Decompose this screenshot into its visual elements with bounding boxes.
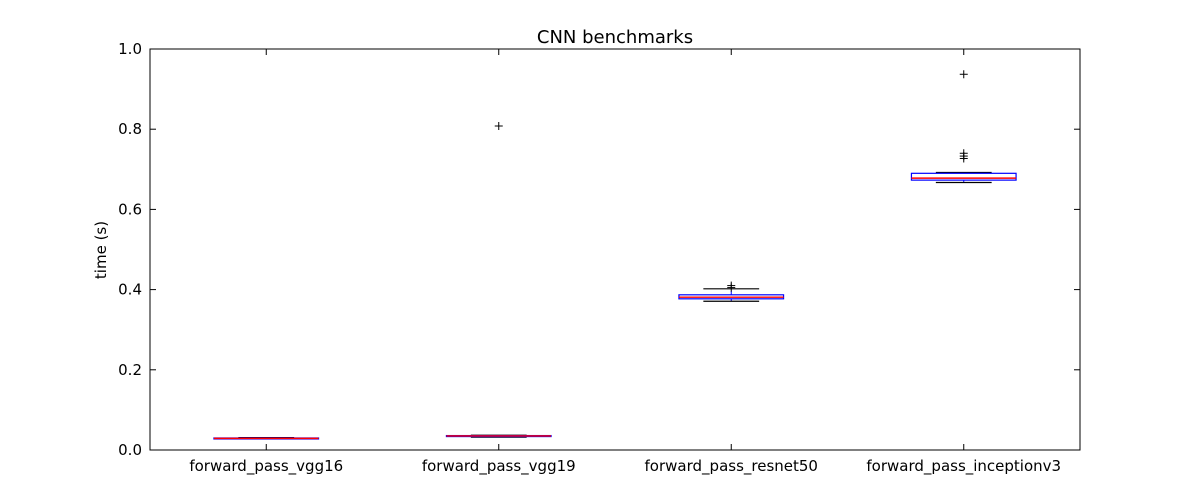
x-tick-label: forward_pass_inceptionv3 [866, 457, 1061, 476]
y-axis-label: time (s) [92, 221, 110, 279]
outlier-marker [959, 149, 968, 158]
y-tick-label: 0.0 [118, 441, 142, 459]
x-tick-label: forward_pass_resnet50 [645, 457, 818, 476]
outlier-marker [959, 70, 968, 79]
y-tick-label: 0.8 [118, 120, 142, 138]
y-tick-label: 0.2 [118, 361, 142, 379]
outlier-marker [727, 281, 736, 290]
y-tick-label: 0.4 [118, 281, 142, 299]
y-tick-label: 0.6 [118, 200, 142, 218]
chart-title: CNN benchmarks [537, 27, 693, 48]
y-tick-label: 1.0 [118, 40, 142, 58]
outlier-marker [494, 121, 503, 130]
x-tick-label: forward_pass_vgg19 [422, 457, 576, 476]
plot-frame [149, 48, 1081, 451]
box-body [910, 172, 1017, 181]
x-tick-label: forward_pass_vgg16 [189, 457, 343, 476]
plot-area: 0.0 0.2 0.4 0.6 0.8 1.0 forward_pass_vgg16 forw… [118, 40, 1080, 476]
